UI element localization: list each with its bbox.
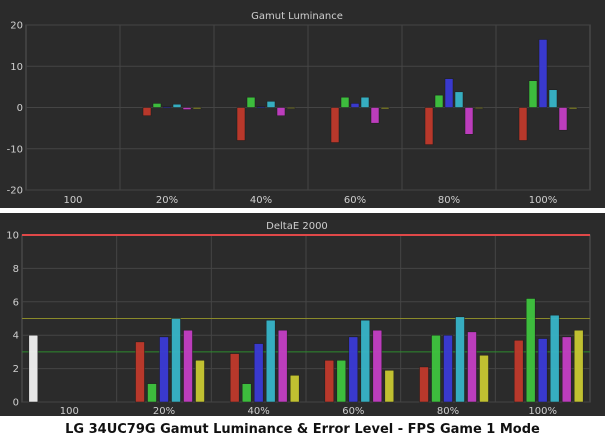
y-tick-label: 10 <box>6 231 19 242</box>
bar-blue <box>256 106 266 108</box>
bar-cyan <box>171 318 181 403</box>
y-tick-label: 2 <box>13 364 19 375</box>
y-tick-label: -20 <box>7 186 23 197</box>
deltae-panel: DeltaE 2000 10 8 6 4 2 0 100 20% 40% 60% 80% 100% <box>0 213 605 416</box>
y-tick-label: -10 <box>7 144 23 155</box>
figure-caption: LG 34UC79G Gamut Luminance & Error Level… <box>65 422 540 437</box>
y-tick-label: 8 <box>13 264 19 275</box>
bar-yellow <box>479 354 489 403</box>
bar-green <box>340 96 350 108</box>
bar-green <box>246 96 256 108</box>
bar-blue <box>348 336 359 403</box>
x-tick-label: 40% <box>248 406 270 416</box>
bar-blue <box>537 338 548 403</box>
bar-cyan <box>266 101 276 108</box>
bar-green <box>434 94 444 108</box>
bar-red <box>135 341 145 403</box>
bar-blue <box>350 103 360 108</box>
bar-magenta <box>182 107 192 110</box>
x-tick-label: 80% <box>437 406 459 416</box>
bar-magenta <box>464 107 474 135</box>
y-tick-label: 4 <box>13 331 19 342</box>
bar-magenta <box>372 329 383 403</box>
bar-green <box>431 334 441 403</box>
bar-yellow <box>289 375 300 403</box>
x-tick-label: 60% <box>342 406 364 416</box>
bar-red <box>424 107 434 145</box>
y-tick-label: 6 <box>13 297 19 308</box>
bar-red <box>419 366 429 403</box>
x-tick-label: 100 <box>60 406 79 416</box>
bar-yellow <box>286 107 296 109</box>
bar-yellow <box>380 107 390 109</box>
bar-cyan <box>455 316 465 403</box>
bar-yellow <box>568 107 578 109</box>
bar-cyan <box>454 91 464 108</box>
bar-magenta <box>370 107 380 124</box>
bar-red <box>324 360 335 403</box>
bar-cyan <box>549 314 560 403</box>
bar-blue <box>444 78 454 108</box>
bar-green <box>336 360 347 403</box>
deltae-chart: DeltaE 2000 10 8 6 4 2 0 100 20% 40% 60% 80% 100% <box>6 221 591 416</box>
bar-cyan <box>360 96 370 108</box>
bar-yellow <box>384 370 395 403</box>
bar-green <box>147 383 157 403</box>
x-tick-label: 80% <box>438 195 460 206</box>
bar-red <box>330 107 340 143</box>
bar-magenta <box>277 329 288 403</box>
y-tick-label: 0 <box>13 398 19 409</box>
bar-yellow <box>192 107 202 109</box>
bar-blue <box>162 106 172 108</box>
bar-magenta <box>467 331 477 403</box>
bar-green <box>525 298 536 403</box>
bar-yellow <box>573 329 584 403</box>
x-tick-label: 100% <box>529 195 558 206</box>
x-tick-label: 20% <box>153 406 175 416</box>
bar-cyan <box>265 319 276 403</box>
bar-cyan <box>172 103 182 108</box>
bar-red <box>142 107 152 116</box>
x-tick-label: 100 <box>63 195 82 206</box>
bar-white <box>28 334 39 403</box>
bar-green <box>152 103 162 108</box>
chart-title: Gamut Luminance <box>251 11 343 22</box>
y-tick-label: 20 <box>10 21 23 32</box>
y-tick-label: 0 <box>17 103 23 114</box>
bar-red <box>518 107 528 141</box>
bar-red <box>229 353 240 403</box>
bar-yellow <box>195 360 205 403</box>
bar-cyan <box>360 319 371 403</box>
x-tick-label: 40% <box>250 195 272 206</box>
bar-magenta <box>276 107 286 116</box>
bar-magenta <box>558 107 568 131</box>
bar-yellow <box>474 107 484 109</box>
chart-title: DeltaE 2000 <box>266 221 328 232</box>
x-tick-label: 60% <box>344 195 366 206</box>
x-tick-label: 100% <box>528 406 557 416</box>
bar-green <box>528 80 538 108</box>
bar-magenta <box>561 336 572 403</box>
gamut-luminance-panel: Gamut Luminance 20 10 0 -10 -20 100 20% 40% 60% 8… <box>0 0 605 208</box>
bar-blue <box>253 343 264 403</box>
bar-blue <box>159 336 169 403</box>
bar-blue <box>443 334 453 403</box>
bar-magenta <box>183 329 193 403</box>
y-tick-label: 10 <box>10 62 23 73</box>
bar-blue <box>538 39 548 108</box>
bar-green <box>241 383 252 403</box>
x-tick-label: 20% <box>156 195 178 206</box>
bar-red <box>236 107 246 141</box>
bar-red <box>513 339 524 403</box>
bar-cyan <box>548 89 558 108</box>
